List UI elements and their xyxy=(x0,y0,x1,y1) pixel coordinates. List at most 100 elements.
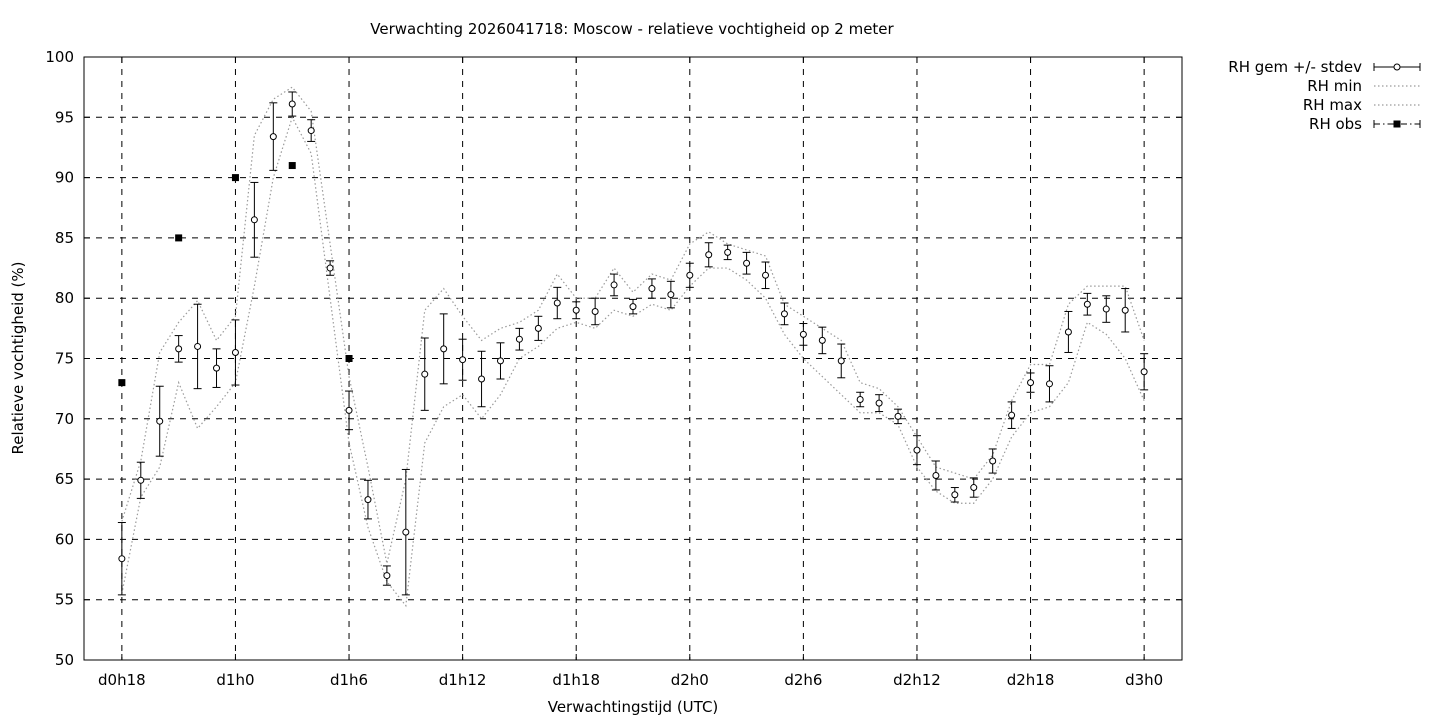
rh-min-series xyxy=(121,115,1145,608)
y-tick-label: 85 xyxy=(55,229,74,247)
mean-point xyxy=(553,299,561,307)
mean-point xyxy=(118,555,126,563)
obs-point xyxy=(288,162,296,170)
mean-point xyxy=(724,248,732,256)
mean-point xyxy=(421,370,429,378)
mean-point xyxy=(478,375,486,383)
y-tick-label: 95 xyxy=(55,108,74,126)
mean-point xyxy=(875,399,883,407)
obs-point xyxy=(118,379,126,387)
y-tick-label: 70 xyxy=(55,410,74,428)
mean-point xyxy=(534,324,542,332)
mean-point xyxy=(307,127,315,135)
y-tick-label: 90 xyxy=(55,169,74,187)
x-tick-label: d3h0 xyxy=(1125,671,1163,689)
mean-point xyxy=(250,216,258,224)
obs-point xyxy=(175,234,183,242)
mean-point xyxy=(288,100,296,108)
plot-frame xyxy=(83,56,1183,661)
mean-point xyxy=(780,310,788,318)
mean-point xyxy=(686,271,694,279)
rh-max-series xyxy=(121,86,1145,564)
obs-point xyxy=(345,355,353,362)
mean-point xyxy=(629,303,637,311)
x-tick-label: d2h12 xyxy=(893,671,941,689)
legend-label: RH min xyxy=(1307,77,1362,95)
x-tick-label: d2h0 xyxy=(671,671,709,689)
x-axis-label: Verwachtingstijd (UTC) xyxy=(548,698,719,716)
mean-point xyxy=(989,457,997,465)
y-tick-label: 60 xyxy=(55,530,74,548)
mean-point xyxy=(1102,305,1110,313)
mean-point xyxy=(648,285,656,293)
y-tick-label: 80 xyxy=(55,289,74,307)
mean-point xyxy=(1064,328,1072,336)
legend-label: RH max xyxy=(1303,96,1362,114)
mean-point xyxy=(932,471,940,479)
mean-point xyxy=(572,306,580,314)
mean-point xyxy=(913,446,921,454)
mean-point xyxy=(496,357,504,365)
rh-max-line xyxy=(121,86,1145,564)
mean-point xyxy=(1027,379,1035,387)
mean-point xyxy=(269,133,277,141)
mean-point xyxy=(667,291,675,299)
mean-point xyxy=(459,356,467,364)
rh-min-line xyxy=(121,115,1145,608)
legend-label: RH obs xyxy=(1309,115,1362,133)
mean-point xyxy=(743,259,751,267)
mean-point xyxy=(137,476,145,484)
mean-point xyxy=(364,496,372,504)
mean-point xyxy=(383,572,391,580)
x-tick-label: d1h12 xyxy=(439,671,487,689)
grid xyxy=(84,57,1182,660)
mean-point xyxy=(1045,380,1053,388)
legend-label: RH gem +/- stdev xyxy=(1228,58,1362,76)
mean-point xyxy=(591,307,599,315)
mean-point xyxy=(1140,368,1148,376)
mean-point xyxy=(705,251,713,259)
y-tick-label: 75 xyxy=(55,350,74,368)
mean-point xyxy=(1083,300,1091,308)
legend-marker xyxy=(1393,120,1401,128)
mean-point xyxy=(610,281,618,289)
mean-point xyxy=(213,364,221,372)
mean-point xyxy=(515,335,523,343)
obs-point xyxy=(231,174,239,182)
chart-title: Verwachting 2026041718: Moscow - relatie… xyxy=(370,20,894,38)
mean-point xyxy=(231,348,239,356)
mean-point xyxy=(345,406,353,414)
mean-point xyxy=(402,528,410,536)
rh-mean-series xyxy=(117,91,1149,596)
axes: 50 55 60 65 70 75 80 85 90 95 100 d0h18 d1h0 d1h6 d1h1… xyxy=(45,48,1182,689)
mean-point xyxy=(326,264,334,272)
x-tick-label: d1h6 xyxy=(330,671,368,689)
y-tick-label: 100 xyxy=(45,48,74,66)
mean-point xyxy=(951,491,959,499)
y-tick-label: 50 xyxy=(55,651,74,669)
x-tick-label: d0h18 xyxy=(98,671,146,689)
mean-point xyxy=(762,271,770,279)
mean-point xyxy=(856,396,864,404)
mean-point xyxy=(970,484,978,492)
mean-point xyxy=(440,345,448,353)
mean-point xyxy=(1121,306,1129,314)
x-tick-label: d1h0 xyxy=(216,671,254,689)
legend-marker xyxy=(1393,63,1401,71)
x-tick-label: d2h6 xyxy=(784,671,822,689)
y-tick-label: 55 xyxy=(55,591,74,609)
y-tick-label: 65 xyxy=(55,470,74,488)
mean-point xyxy=(837,357,845,365)
mean-point xyxy=(194,342,202,350)
mean-point xyxy=(156,417,164,425)
mean-point xyxy=(1008,411,1016,419)
mean-point xyxy=(799,330,807,338)
mean-point xyxy=(894,412,902,420)
x-tick-label: d2h18 xyxy=(1007,671,1055,689)
x-tick-label: d1h18 xyxy=(552,671,600,689)
mean-point xyxy=(175,345,183,353)
mean-point xyxy=(818,336,826,344)
y-axis-label: Relatieve vochtigheid (%) xyxy=(9,261,27,454)
